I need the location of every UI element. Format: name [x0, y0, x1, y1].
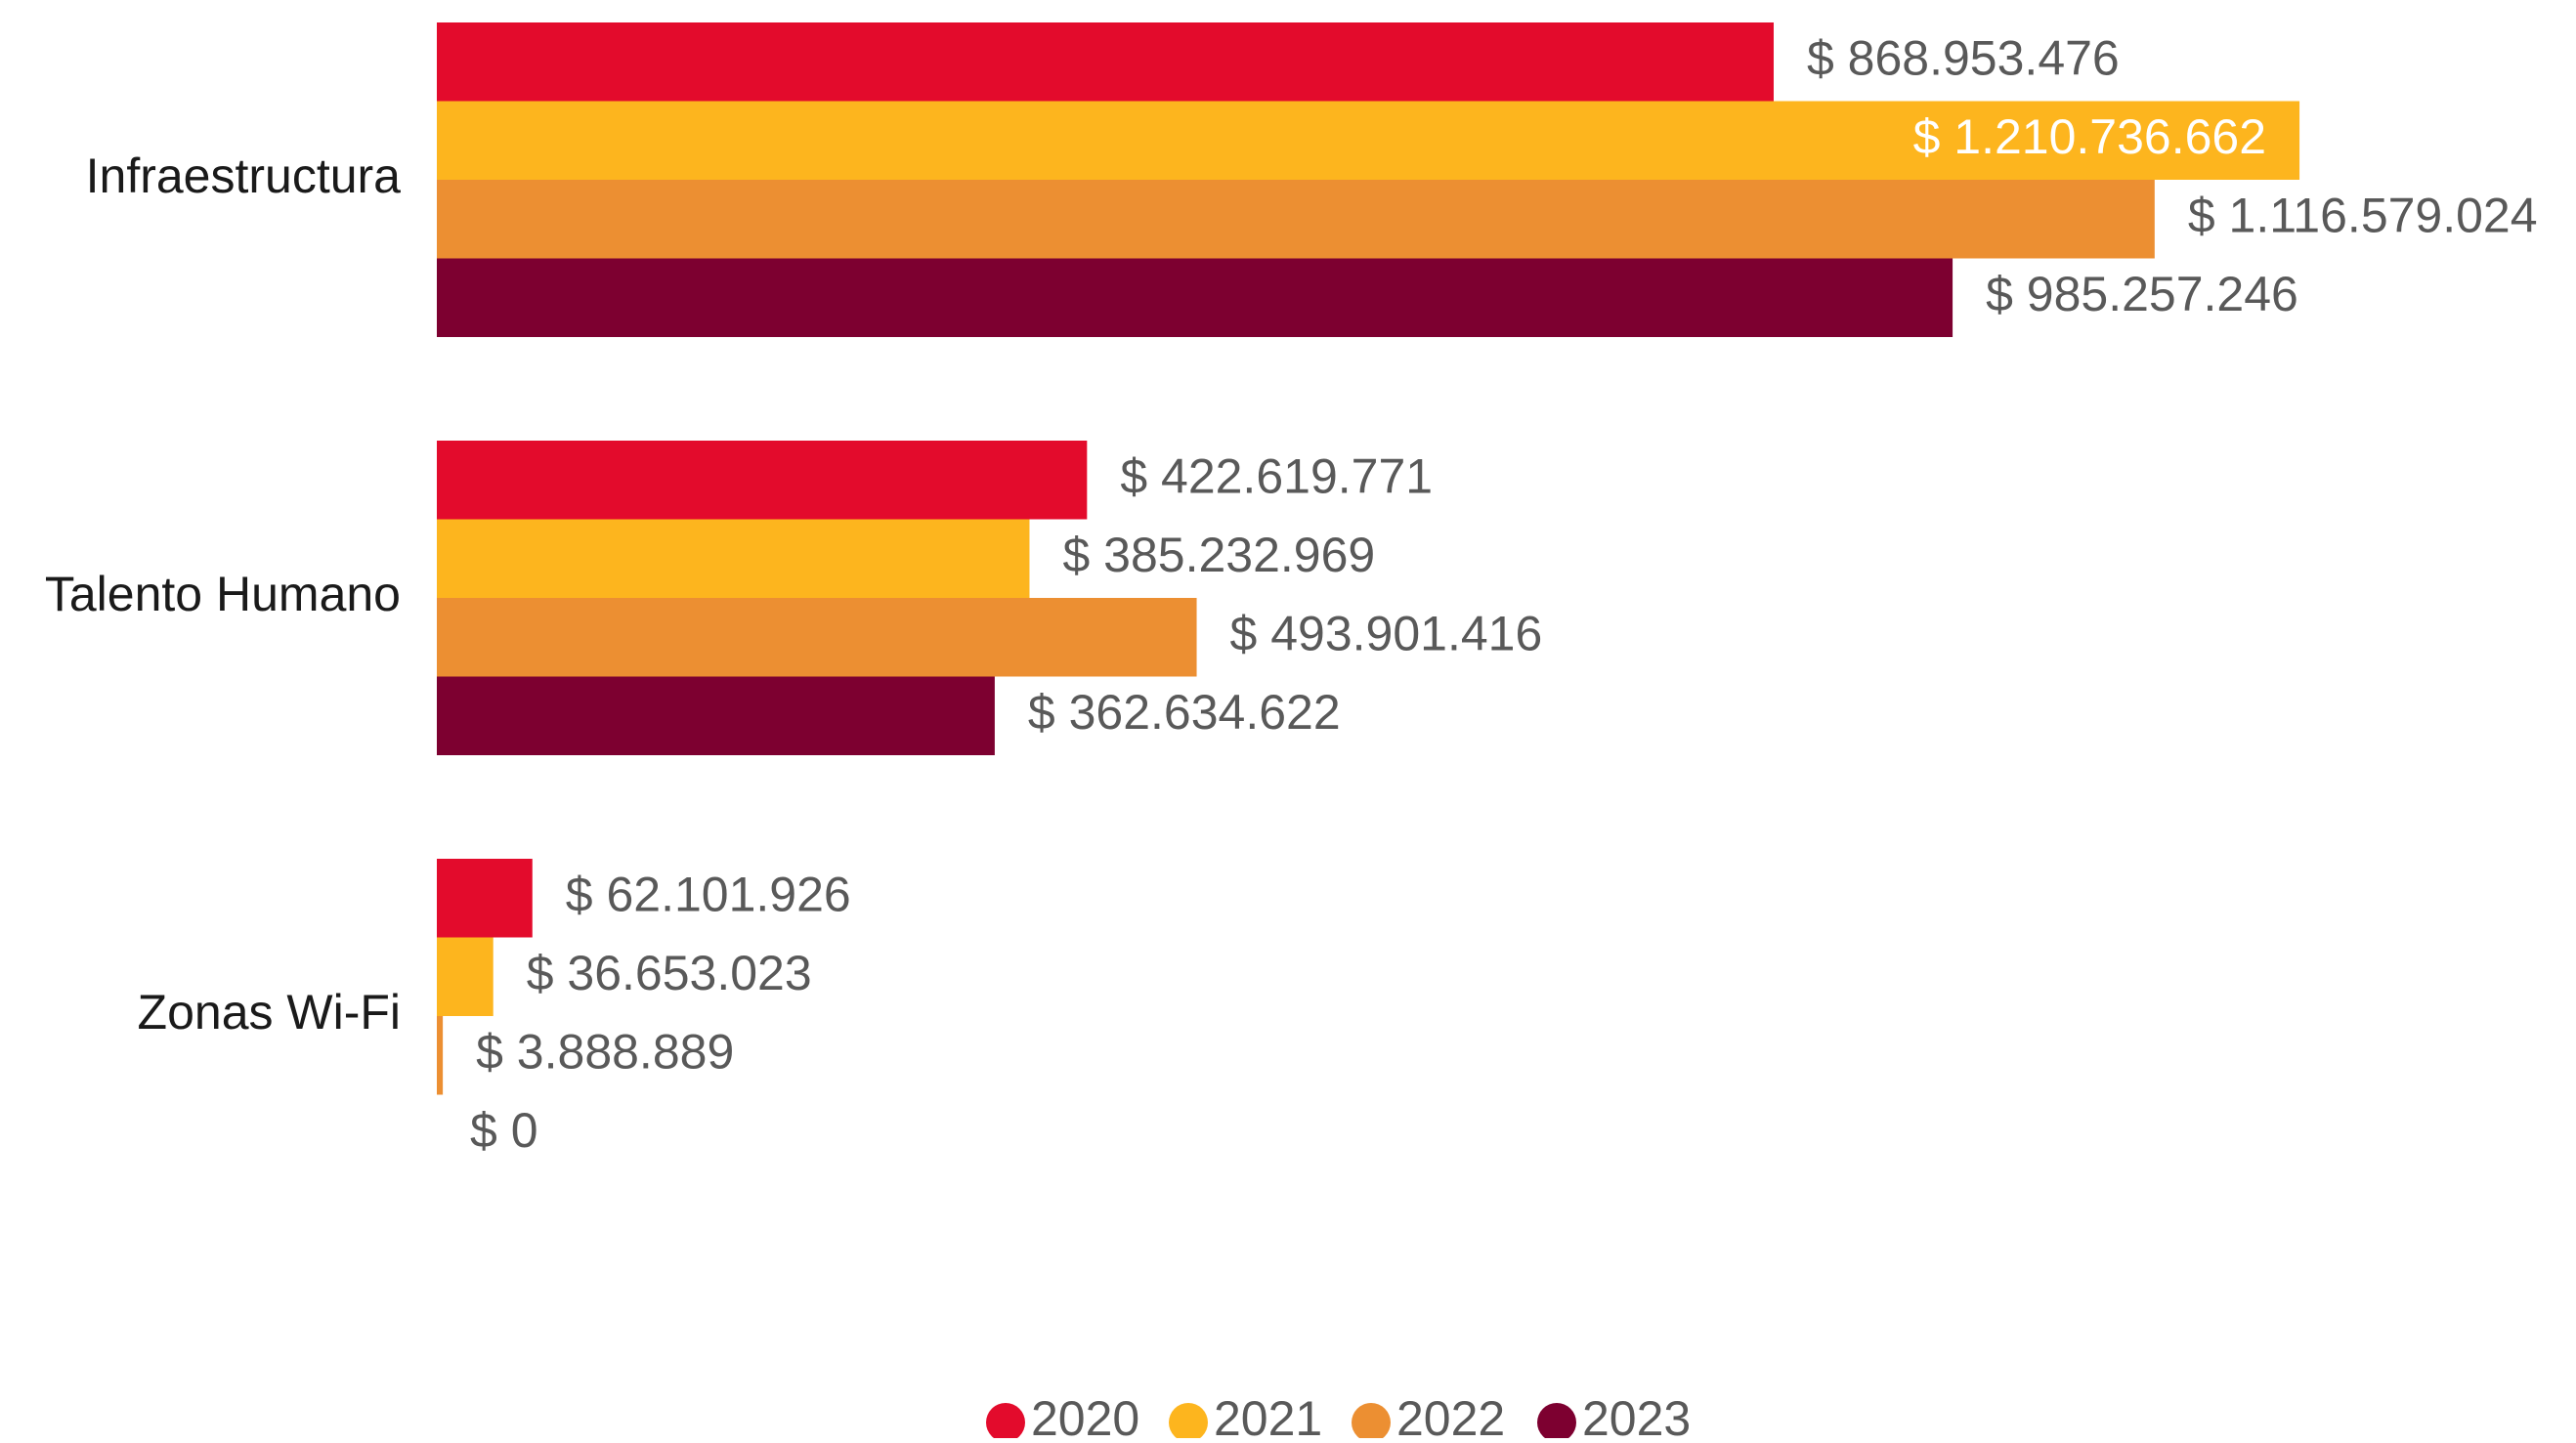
legend-label-2023: 2023 — [1582, 1391, 1691, 1438]
category-label-talento-humano: Talento Humano — [45, 567, 401, 621]
bar-infraestructura-2021 — [437, 101, 2300, 180]
bar-talento-humano-2021 — [437, 519, 1030, 598]
legend-marker-2022 — [1352, 1403, 1391, 1442]
category-label-zonas-wi-fi: Zonas Wi-Fi — [138, 985, 401, 1040]
legend-label-2020: 2020 — [1031, 1391, 1139, 1438]
data-label-infraestructura-2021: $ 1.210.736.662 — [1913, 109, 2266, 164]
data-label-zonas-wi-fi-2022: $ 3.888.889 — [476, 1024, 734, 1079]
data-label-talento-humano-2021: $ 385.232.969 — [1062, 528, 1375, 582]
category-labels: Infraestructura Talento Humano Zonas Wi-Fi — [45, 149, 401, 1040]
data-label-zonas-wi-fi-2020: $ 62.101.926 — [566, 867, 851, 921]
data-label-talento-humano-2020: $ 422.619.771 — [1120, 448, 1433, 503]
bars-layer: $ 868.953.476 $ 1.210.736.662 $ 1.116.579.… — [437, 22, 2538, 1158]
bar-infraestructura-2020 — [437, 22, 1774, 102]
legend-marker-2021 — [1169, 1403, 1208, 1442]
bar-infraestructura-2023 — [437, 258, 1953, 337]
bar-infraestructura-2022 — [437, 180, 2155, 259]
data-label-infraestructura-2023: $ 985.257.246 — [1986, 267, 2298, 321]
bar-zonas-wi-fi-2020 — [437, 859, 533, 938]
data-label-talento-humano-2023: $ 362.634.622 — [1028, 685, 1341, 740]
legend-label-2021: 2021 — [1214, 1391, 1322, 1438]
category-label-infraestructura: Infraestructura — [86, 149, 402, 203]
bar-zonas-wi-fi-2022 — [437, 1016, 444, 1095]
bar-zonas-wi-fi-2021 — [437, 937, 494, 1016]
legend-marker-2020 — [986, 1403, 1025, 1442]
legend-label-2022: 2022 — [1396, 1391, 1505, 1438]
data-label-infraestructura-2022: $ 1.116.579.024 — [2188, 188, 2538, 242]
legend-marker-2023 — [1537, 1403, 1576, 1442]
bar-talento-humano-2023 — [437, 676, 995, 755]
legend: 2020 2021 2022 2023 — [986, 1391, 1691, 1443]
data-label-infraestructura-2020: $ 868.953.476 — [1807, 30, 2120, 85]
data-label-zonas-wi-fi-2023: $ 0 — [470, 1103, 538, 1158]
bar-talento-humano-2020 — [437, 441, 1088, 520]
data-label-zonas-wi-fi-2021: $ 36.653.023 — [527, 946, 812, 1000]
data-label-talento-humano-2022: $ 493.901.416 — [1230, 606, 1543, 660]
bar-talento-humano-2022 — [437, 598, 1197, 677]
